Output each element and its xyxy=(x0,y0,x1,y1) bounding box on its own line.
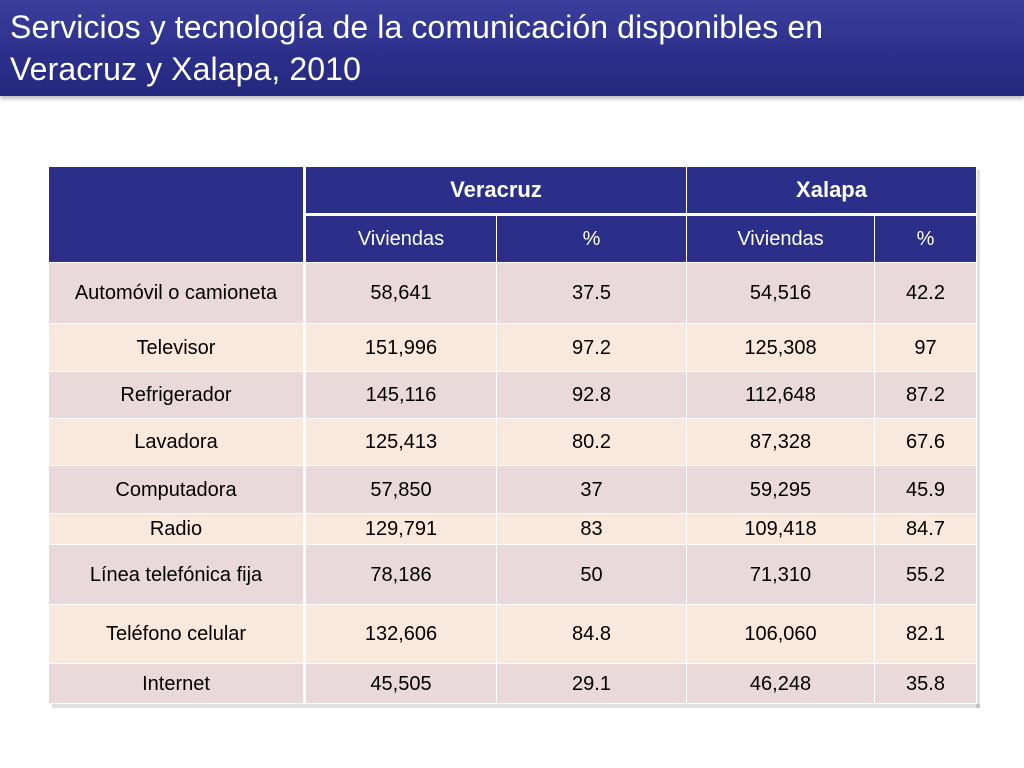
row-label: Línea telefónica fija xyxy=(48,544,306,605)
table-cell: 112,648 xyxy=(686,371,876,419)
table-row: Radio 129,791 83 109,418 84.7 xyxy=(48,513,978,545)
table-row: Teléfono celular 132,606 84.8 106,060 82.1 xyxy=(48,604,978,664)
table-cell: 125,308 xyxy=(686,323,876,372)
table-cell: 45,505 xyxy=(304,663,497,704)
table-row: Refrigerador 145,116 92.8 112,648 87.2 xyxy=(48,371,978,419)
table-cell: 84.8 xyxy=(495,604,688,664)
page-title: Servicios y tecnología de la comunicació… xyxy=(10,9,824,87)
row-label: Teléfono celular xyxy=(48,604,306,664)
table-row: Televisor 151,996 97.2 125,308 97 xyxy=(48,323,978,372)
table-cell: 37.5 xyxy=(495,262,688,324)
table-cell: 71,310 xyxy=(686,544,876,605)
table-cell: 29.1 xyxy=(495,663,688,704)
row-label: Computadora xyxy=(48,465,306,514)
table-cell: 82.1 xyxy=(874,604,978,664)
table-cell: 50 xyxy=(495,544,688,605)
header-corner-cell xyxy=(48,166,306,263)
table-cell: 54,516 xyxy=(686,262,876,324)
table-row: Internet 45,505 29.1 46,248 35.8 xyxy=(48,663,978,704)
table-row: Computadora 57,850 37 59,295 45.9 xyxy=(48,465,978,514)
table-cell: 109,418 xyxy=(686,513,876,545)
table-cell: 42.2 xyxy=(874,262,978,324)
table-cell: 57,850 xyxy=(304,465,497,514)
table-cell: 125,413 xyxy=(304,418,497,466)
table-shadow-bottom xyxy=(52,704,980,708)
table-cell: 132,606 xyxy=(304,604,497,664)
table-row: Lavadora 125,413 80.2 87,328 67.6 xyxy=(48,418,978,466)
subheader-percent-xalapa: % xyxy=(874,214,978,263)
table-shadow-right xyxy=(976,170,980,708)
table-row: Automóvil o camioneta 58,641 37.5 54,516 42.… xyxy=(48,262,978,324)
table-cell: 97.2 xyxy=(495,323,688,372)
row-label: Refrigerador xyxy=(48,371,306,419)
row-label: Internet xyxy=(48,663,306,704)
table-cell: 80.2 xyxy=(495,418,688,466)
row-label: Lavadora xyxy=(48,418,306,466)
table-cell: 87,328 xyxy=(686,418,876,466)
data-table: Veracruz Xalapa Viviendas % Viviendas % … xyxy=(48,166,978,704)
table-cell: 84.7 xyxy=(874,513,978,545)
table-cell: 83 xyxy=(495,513,688,545)
table-row: Línea telefónica fija 78,186 50 71,310 55.2 xyxy=(48,544,978,605)
table-cell: 45.9 xyxy=(874,465,978,514)
table-cell: 59,295 xyxy=(686,465,876,514)
table-cell: 37 xyxy=(495,465,688,514)
subheader-viviendas-xalapa: Viviendas xyxy=(686,214,876,263)
table-cell: 97 xyxy=(874,323,978,372)
header-group-xalapa: Xalapa xyxy=(686,166,978,216)
table-cell: 145,116 xyxy=(304,371,497,419)
subheader-percent-veracruz: % xyxy=(495,214,688,263)
table-cell: 87.2 xyxy=(874,371,978,419)
table-cell: 58,641 xyxy=(304,262,497,324)
row-label: Automóvil o camioneta xyxy=(48,262,306,324)
table-cell: 35.8 xyxy=(874,663,978,704)
table-cell: 92.8 xyxy=(495,371,688,419)
table-cell: 106,060 xyxy=(686,604,876,664)
table-cell: 151,996 xyxy=(304,323,497,372)
row-label: Radio xyxy=(48,513,306,545)
subheader-viviendas-veracruz: Viviendas xyxy=(304,214,497,263)
table-cell: 55.2 xyxy=(874,544,978,605)
table-cell: 129,791 xyxy=(304,513,497,545)
table-cell: 78,186 xyxy=(304,544,497,605)
title-banner: Servicios y tecnología de la comunicació… xyxy=(0,0,1024,96)
table-cell: 46,248 xyxy=(686,663,876,704)
header-group-veracruz: Veracruz xyxy=(303,166,688,216)
table-cell: 67.6 xyxy=(874,418,978,466)
row-label: Televisor xyxy=(48,323,306,372)
